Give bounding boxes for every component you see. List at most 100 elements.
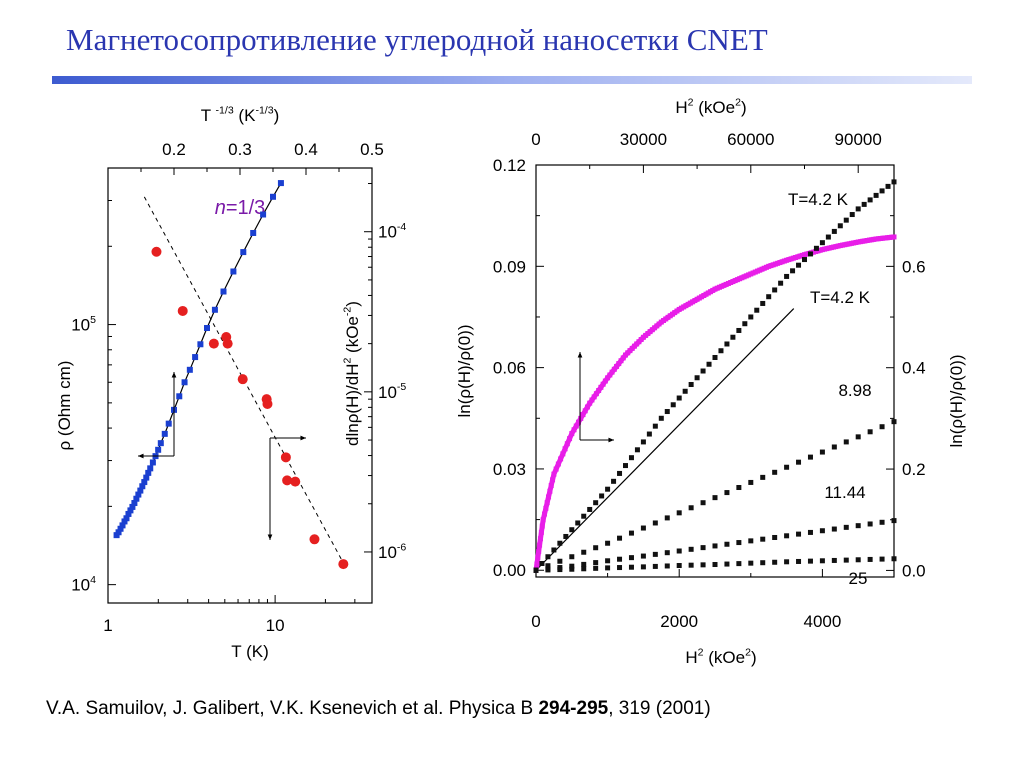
right-series-4-point bbox=[736, 561, 742, 567]
right-series-0-point bbox=[618, 358, 624, 364]
citation-volume: 294-295 bbox=[538, 698, 609, 719]
right-series-3-point bbox=[867, 521, 873, 527]
right-series-3-point bbox=[819, 528, 825, 534]
right-series-2-point bbox=[867, 429, 873, 435]
right-series-3-point bbox=[724, 541, 730, 547]
right-series-4-point bbox=[700, 562, 706, 568]
right-series-1-point bbox=[855, 206, 861, 212]
right-series-3-point bbox=[712, 543, 718, 549]
left-blue-point bbox=[145, 469, 152, 476]
right-series-4-point bbox=[557, 567, 563, 573]
right-series-1-point bbox=[748, 314, 754, 320]
right-series-1-point bbox=[760, 300, 766, 306]
left-x-tick-label: 1 bbox=[103, 616, 112, 635]
right-series-0-point bbox=[534, 561, 540, 567]
right-series-3-point bbox=[652, 551, 658, 557]
right-series-3-point bbox=[891, 518, 897, 524]
chart-left-panel: 1 10 T (K) 0.2 0.3 0.4 0.5 T -1/3 (K-1/3) 104 105… bbox=[55, 104, 406, 661]
right-series-2-point bbox=[581, 549, 587, 555]
citation-rest: , 319 (2001) bbox=[608, 698, 711, 719]
right-series-0-point bbox=[891, 234, 897, 240]
left-blue-point bbox=[139, 483, 146, 490]
right-series-1-point bbox=[736, 327, 742, 333]
right-right-y-tick-label: 0.2 bbox=[902, 460, 926, 479]
left-blue-point bbox=[135, 491, 142, 498]
right-series-0-point bbox=[560, 451, 566, 457]
left-blue-point bbox=[117, 525, 124, 532]
right-y-tick-label: 0.09 bbox=[493, 257, 526, 276]
right-series-1-point bbox=[623, 463, 628, 469]
right-series-1-point bbox=[700, 368, 706, 374]
left-red-point bbox=[280, 452, 291, 463]
left-arrow-down-head bbox=[267, 534, 273, 540]
left-top-axis-label: T -1/3 (K-1/3) bbox=[201, 104, 280, 125]
left-blue-point bbox=[129, 503, 136, 510]
right-series-0-point bbox=[582, 408, 588, 414]
right-series-2-point bbox=[879, 424, 885, 430]
right-series-0-point bbox=[571, 427, 577, 433]
right-right-y-axis-label: ln(ρ(H)/ρ(0)) bbox=[947, 355, 966, 448]
right-series-4-point bbox=[688, 562, 694, 568]
right-series-1-point bbox=[718, 348, 724, 354]
right-x-tick-label: 2000 bbox=[660, 612, 698, 631]
right-series-1-point bbox=[807, 251, 813, 257]
right-series-4-point bbox=[724, 561, 730, 567]
right-series-1-point bbox=[658, 415, 664, 421]
right-series-0-point bbox=[591, 394, 597, 400]
right-series-4-point bbox=[628, 564, 634, 570]
left-y-tick-label: 104 bbox=[71, 574, 96, 595]
right-series-4-point bbox=[855, 557, 861, 563]
right-series-2-point bbox=[748, 479, 754, 485]
left-red-point bbox=[262, 398, 273, 409]
right-series-0-point bbox=[620, 355, 626, 361]
right-top-tick-label: 0 bbox=[531, 130, 540, 149]
right-series-1-point bbox=[640, 439, 646, 445]
right-series-1-point bbox=[617, 470, 623, 476]
left-red-point bbox=[237, 374, 248, 385]
right-series-2-point bbox=[545, 563, 551, 569]
right-series-1-point bbox=[712, 354, 718, 360]
right-series-3-point bbox=[879, 519, 885, 525]
left-right-y-axis-label: dlnρ(H)/dH2 (kOe-2) bbox=[341, 301, 362, 446]
right-series-1-point bbox=[790, 268, 796, 274]
left-blue-point bbox=[240, 249, 247, 256]
left-top-tick-label: 0.4 bbox=[294, 140, 318, 159]
left-top-tick-label: 0.5 bbox=[360, 140, 384, 159]
right-series-1-point bbox=[778, 280, 784, 286]
right-series-0-point bbox=[598, 384, 604, 390]
left-red-point bbox=[222, 338, 233, 349]
right-series-4-point bbox=[843, 557, 849, 563]
left-blue-point bbox=[141, 479, 148, 486]
right-series-3-point bbox=[736, 540, 742, 546]
right-series-1-point bbox=[664, 409, 670, 415]
right-series-4-point bbox=[569, 566, 575, 572]
right-series-1-point bbox=[754, 307, 760, 313]
left-blue-point bbox=[143, 474, 150, 481]
right-series-2-point bbox=[617, 535, 623, 541]
right-right-y-tick-label: 0.6 bbox=[902, 257, 926, 276]
right-series-0-point bbox=[564, 441, 570, 447]
right-series-2-point bbox=[640, 525, 646, 531]
right-series-1-point bbox=[557, 540, 563, 546]
right-series-4-label: 25 bbox=[849, 569, 868, 588]
left-blue-point bbox=[165, 420, 172, 427]
right-series-2-point bbox=[605, 540, 611, 546]
right-series-4-point bbox=[664, 563, 670, 569]
citation: V.A. Samuilov, J. Galibert, V.K. Ksenevi… bbox=[46, 698, 711, 720]
right-series-1-point bbox=[849, 212, 855, 218]
right-series-0-point bbox=[580, 412, 586, 418]
right-series-2-point bbox=[807, 454, 813, 460]
right-series-0-point bbox=[596, 388, 602, 394]
right-top-axis-label: H2 (kOe2) bbox=[675, 96, 746, 117]
left-red-point bbox=[282, 475, 293, 486]
left-blue-point bbox=[161, 430, 168, 437]
right-series-2-point bbox=[557, 558, 563, 564]
right-series-1-point bbox=[819, 240, 825, 246]
right-series-3-label: 11.44 bbox=[824, 483, 865, 502]
right-series-2-point bbox=[891, 419, 897, 425]
right-series-4-point bbox=[784, 559, 790, 565]
right-series-0-point bbox=[544, 500, 550, 506]
right-series-4-point bbox=[831, 557, 837, 563]
right-series-1-point bbox=[575, 520, 581, 526]
left-red-point bbox=[309, 534, 320, 545]
